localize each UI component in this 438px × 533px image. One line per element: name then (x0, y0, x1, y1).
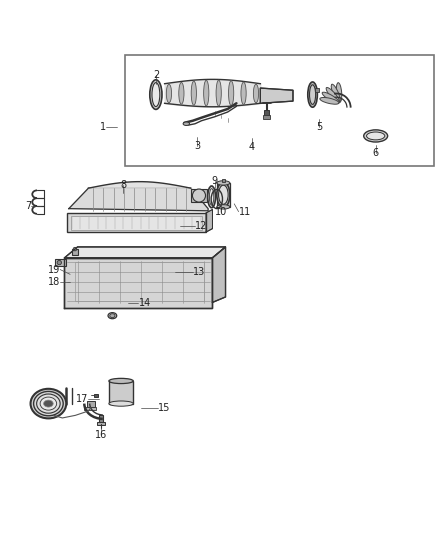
Text: 8: 8 (120, 180, 126, 190)
Ellipse shape (108, 313, 117, 319)
Bar (109, 381, 133, 403)
Bar (217, 182, 230, 207)
Ellipse shape (208, 186, 215, 208)
Text: 5: 5 (316, 122, 322, 132)
Ellipse shape (364, 130, 388, 142)
Text: 18: 18 (48, 277, 60, 287)
Ellipse shape (73, 247, 77, 251)
Bar (55, 259, 66, 265)
Polygon shape (212, 247, 226, 302)
Ellipse shape (37, 394, 60, 413)
Ellipse shape (34, 391, 63, 416)
Bar (84, 407, 96, 410)
Polygon shape (64, 247, 226, 258)
Text: 11: 11 (239, 207, 251, 216)
Ellipse shape (320, 98, 339, 104)
Ellipse shape (44, 400, 53, 407)
Bar (99, 415, 103, 424)
Ellipse shape (179, 83, 184, 104)
Ellipse shape (110, 314, 115, 318)
Bar (263, 116, 270, 119)
Ellipse shape (209, 189, 214, 205)
Ellipse shape (57, 261, 61, 265)
Ellipse shape (241, 82, 246, 104)
Ellipse shape (40, 397, 57, 410)
Ellipse shape (322, 92, 339, 103)
Bar (191, 189, 207, 202)
Bar (75, 262, 204, 301)
Text: 6: 6 (373, 148, 379, 158)
Ellipse shape (326, 87, 339, 103)
Text: 10: 10 (215, 207, 227, 216)
Bar (264, 110, 269, 116)
Ellipse shape (217, 205, 230, 209)
Text: 14: 14 (138, 298, 151, 309)
Bar (125, 55, 434, 166)
Text: 1: 1 (100, 122, 106, 132)
Text: 13: 13 (193, 267, 205, 277)
Bar (71, 215, 201, 230)
Ellipse shape (217, 181, 230, 185)
Text: 2: 2 (153, 70, 159, 80)
Text: 19: 19 (48, 264, 60, 274)
Polygon shape (206, 209, 212, 232)
Text: 12: 12 (195, 221, 208, 231)
Ellipse shape (204, 80, 209, 106)
Ellipse shape (308, 82, 318, 107)
Text: 3: 3 (194, 141, 200, 150)
Bar (97, 422, 106, 425)
Polygon shape (64, 258, 212, 308)
Polygon shape (260, 88, 293, 103)
Bar (94, 393, 98, 397)
Ellipse shape (216, 80, 221, 106)
Bar (87, 401, 95, 407)
Polygon shape (69, 188, 208, 211)
Ellipse shape (367, 132, 385, 140)
Ellipse shape (219, 185, 228, 204)
Bar (315, 88, 319, 92)
Bar (72, 249, 78, 255)
Ellipse shape (229, 81, 234, 106)
Ellipse shape (109, 401, 133, 406)
Bar (222, 179, 225, 182)
Ellipse shape (191, 81, 196, 106)
Text: 17: 17 (76, 394, 88, 404)
Ellipse shape (150, 80, 162, 109)
Text: 9: 9 (212, 176, 218, 186)
Text: 15: 15 (158, 403, 170, 413)
Ellipse shape (166, 84, 172, 103)
Ellipse shape (253, 84, 258, 103)
Ellipse shape (31, 389, 66, 418)
Ellipse shape (331, 84, 340, 102)
Text: 16: 16 (95, 430, 108, 440)
Ellipse shape (217, 182, 230, 207)
Ellipse shape (109, 378, 133, 384)
Bar (67, 213, 206, 232)
Ellipse shape (152, 83, 160, 107)
Ellipse shape (310, 85, 316, 104)
Ellipse shape (183, 122, 190, 125)
Ellipse shape (192, 189, 205, 202)
Ellipse shape (336, 83, 342, 102)
Text: 4: 4 (249, 142, 255, 152)
Text: 7: 7 (25, 201, 31, 212)
